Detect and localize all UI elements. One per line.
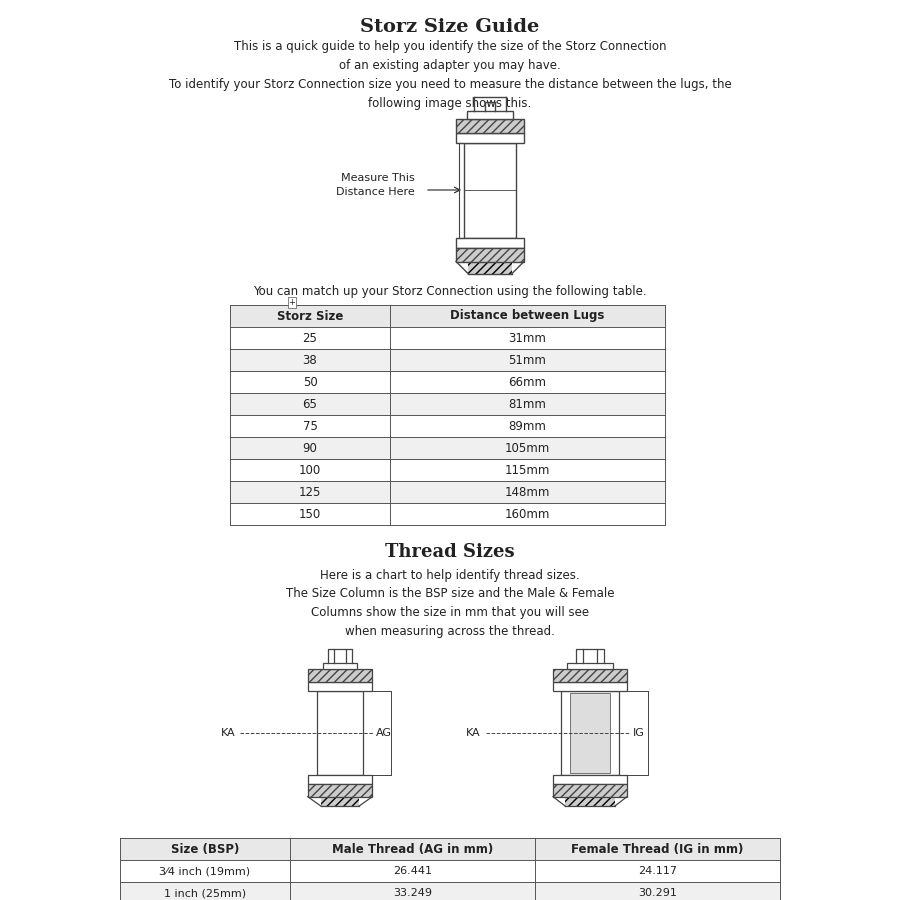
Text: 160mm: 160mm: [505, 508, 550, 520]
Text: KA: KA: [220, 728, 235, 738]
Text: 115mm: 115mm: [505, 464, 550, 476]
Text: 38: 38: [302, 354, 318, 366]
Bar: [570, 693, 610, 773]
Bar: [456, 248, 524, 262]
Bar: [230, 393, 665, 415]
Text: Female Thread (IG in mm): Female Thread (IG in mm): [572, 842, 743, 856]
Text: 24.117: 24.117: [638, 866, 677, 876]
Bar: [456, 132, 524, 142]
Text: KA: KA: [466, 728, 481, 738]
Bar: [456, 238, 524, 248]
Bar: [464, 142, 516, 238]
Text: 1 inch (25mm): 1 inch (25mm): [164, 888, 246, 898]
Text: 3⁄4 inch (19mm): 3⁄4 inch (19mm): [159, 866, 250, 876]
Text: Measure This
Distance Here: Measure This Distance Here: [337, 173, 415, 197]
Text: 81mm: 81mm: [508, 398, 546, 410]
Bar: [553, 670, 627, 681]
Bar: [468, 262, 512, 274]
Bar: [120, 838, 780, 860]
Text: +: +: [289, 298, 295, 307]
Bar: [467, 111, 513, 119]
Bar: [561, 691, 619, 775]
Text: 50: 50: [302, 375, 318, 389]
Text: AG: AG: [376, 728, 392, 738]
Text: 66mm: 66mm: [508, 375, 546, 389]
Text: 148mm: 148mm: [505, 485, 550, 499]
Text: 30.291: 30.291: [638, 888, 677, 898]
Text: 105mm: 105mm: [505, 442, 550, 454]
Bar: [317, 691, 363, 775]
Text: 90: 90: [302, 442, 318, 454]
Bar: [553, 775, 627, 784]
Text: 65: 65: [302, 398, 318, 410]
Text: 150: 150: [299, 508, 321, 520]
Bar: [230, 437, 665, 459]
Bar: [321, 796, 359, 806]
Text: 31mm: 31mm: [508, 331, 546, 345]
Bar: [230, 305, 665, 327]
Text: Distance between Lugs: Distance between Lugs: [450, 310, 605, 322]
Text: 125: 125: [299, 485, 321, 499]
Text: 100: 100: [299, 464, 321, 476]
Bar: [567, 662, 613, 670]
Text: Storz Size: Storz Size: [277, 310, 343, 322]
Text: 33.249: 33.249: [393, 888, 432, 898]
Text: You can match up your Storz Connection using the following table.: You can match up your Storz Connection u…: [253, 285, 647, 298]
Bar: [482, 145, 498, 236]
Bar: [308, 670, 373, 681]
Bar: [120, 882, 780, 900]
Bar: [323, 662, 357, 670]
Bar: [456, 119, 524, 132]
Bar: [553, 784, 627, 796]
Bar: [565, 796, 615, 806]
Bar: [230, 481, 665, 503]
Text: IG: IG: [633, 728, 644, 738]
Bar: [553, 681, 627, 691]
Text: Here is a chart to help identify thread sizes.: Here is a chart to help identify thread …: [320, 569, 580, 582]
Text: 25: 25: [302, 331, 318, 345]
Text: The Size Column is the BSP size and the Male & Female
Columns show the size in m: The Size Column is the BSP size and the …: [286, 587, 614, 638]
Bar: [230, 349, 665, 371]
Bar: [308, 681, 373, 691]
Text: 75: 75: [302, 419, 318, 433]
Text: 26.441: 26.441: [393, 866, 432, 876]
Text: This is a quick guide to help you identify the size of the Storz Connection
of a: This is a quick guide to help you identi…: [234, 40, 666, 72]
Bar: [308, 784, 373, 796]
Text: 51mm: 51mm: [508, 354, 546, 366]
Text: Storz Size Guide: Storz Size Guide: [360, 18, 540, 36]
Text: Size (BSP): Size (BSP): [171, 842, 239, 856]
Text: Male Thread (AG in mm): Male Thread (AG in mm): [332, 842, 493, 856]
Text: Thread Sizes: Thread Sizes: [385, 543, 515, 561]
Text: To identify your Storz Connection size you need to measure the distance between : To identify your Storz Connection size y…: [168, 78, 732, 110]
Text: 89mm: 89mm: [508, 419, 546, 433]
Bar: [308, 775, 373, 784]
